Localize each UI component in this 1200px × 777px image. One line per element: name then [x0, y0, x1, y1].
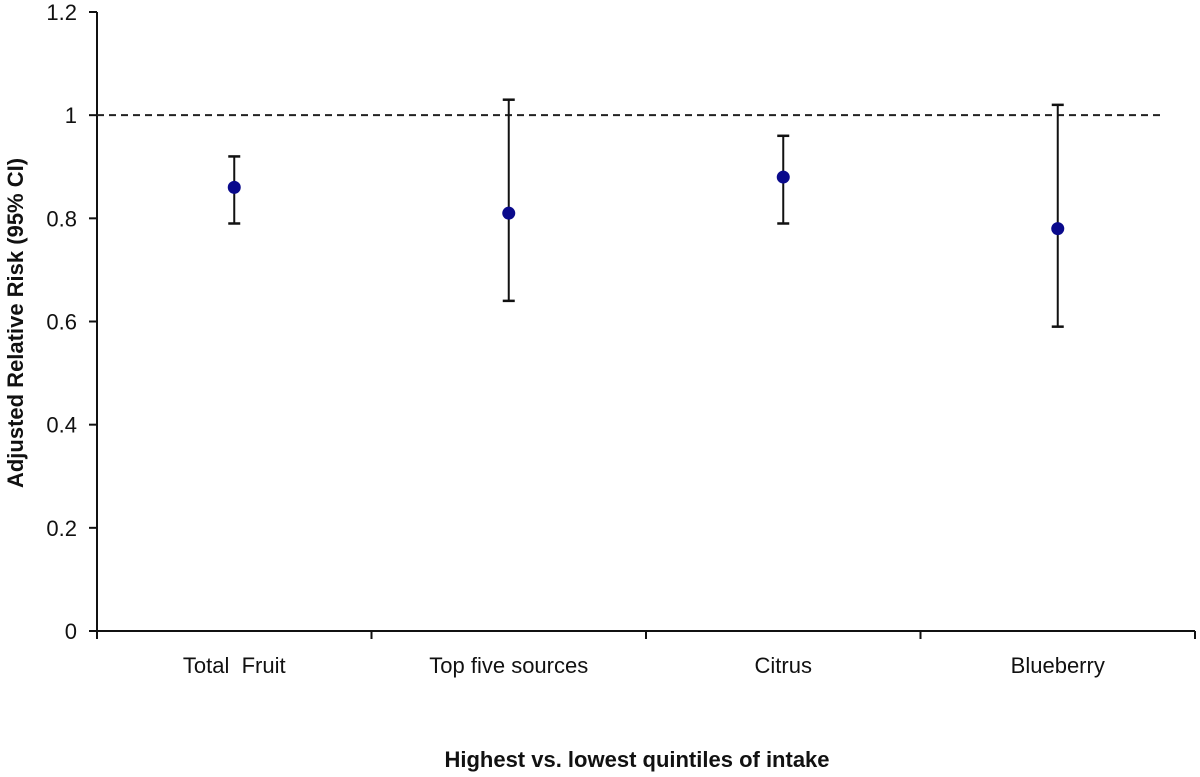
category-label: Citrus [755, 653, 812, 678]
data-point [776, 170, 790, 184]
category-label: Total Fruit [183, 653, 286, 678]
y-tick-label: 0.6 [46, 310, 77, 335]
x-axis-ticks [96, 631, 1196, 639]
category-label: Blueberry [1011, 653, 1105, 678]
category-label: Top five sources [429, 653, 588, 678]
error-bars [228, 98, 1064, 328]
y-tick-label: 0.2 [46, 516, 77, 541]
y-tick-label: 1 [65, 103, 77, 128]
y-tick-label: 0 [65, 619, 77, 644]
error-bar [502, 98, 515, 303]
data-point [502, 206, 516, 220]
y-axis-title: Adjusted Relative Risk (95% CI) [3, 158, 28, 488]
y-tick-label: 1.2 [46, 0, 77, 25]
error-bar [1051, 103, 1064, 328]
category-labels: Total Fruit Top five sources Citrus Blueber… [183, 653, 1105, 678]
y-tick-label: 0.4 [46, 413, 77, 438]
data-point [227, 180, 241, 194]
y-axis-ticks: 0 0.2 0.4 0.6 0.8 1 1.2 [46, 0, 97, 644]
data-point [1051, 222, 1065, 236]
x-axis-title: Highest vs. lowest quintiles of intake [444, 747, 829, 772]
data-points [227, 170, 1065, 236]
y-tick-label: 0.8 [46, 206, 77, 231]
